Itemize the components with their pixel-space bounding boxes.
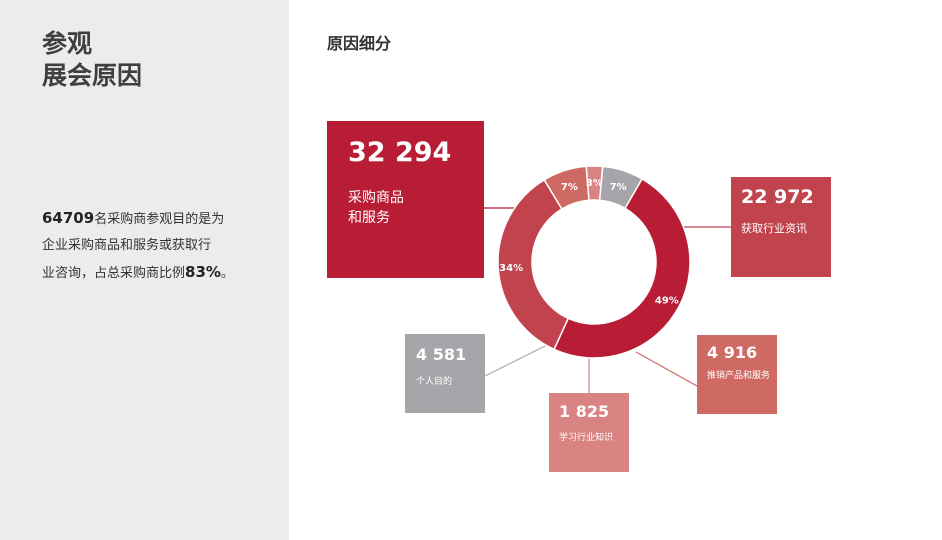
box-learn: 1 825 学习行业知识 bbox=[549, 393, 629, 472]
leader-promote bbox=[635, 351, 698, 387]
box-promote: 4 916 推销产品和服务 bbox=[697, 335, 777, 414]
page-title: 参观 展会原因 bbox=[42, 28, 142, 92]
value-personal: 4 581 bbox=[416, 345, 467, 364]
pct-purchase: 49% bbox=[655, 296, 679, 307]
label-learn: 学习行业知识 bbox=[559, 433, 614, 443]
page-title-line1: 参观 bbox=[42, 29, 93, 58]
slice-personal bbox=[598, 165, 644, 210]
value-purchase: 32 294 bbox=[348, 137, 452, 168]
summary-line2: 企业采购商品和服务或获取行 bbox=[42, 238, 212, 253]
leader-personal bbox=[484, 341, 554, 377]
value-promote: 4 916 bbox=[707, 343, 758, 362]
label-industry-info: 获取行业资讯 bbox=[741, 222, 807, 235]
value-industry-info: 22 972 bbox=[741, 186, 814, 208]
section-title: 原因细分 bbox=[327, 34, 392, 53]
pct-learn: 3% bbox=[586, 178, 603, 189]
summary-text: 64709名采购商参观目的是为 企业采购商品和服务或获取行 业咨询，占总采购商比… bbox=[42, 205, 282, 287]
pct-industry-info: 34% bbox=[499, 263, 523, 274]
box-purchase: 32 294 采购商品 和服务 bbox=[327, 121, 484, 278]
pct-personal: 7% bbox=[610, 182, 627, 193]
summary-end: 。 bbox=[220, 266, 234, 281]
page-title-line2: 展会原因 bbox=[42, 61, 143, 90]
summary-line3: 业咨询，占总采购商比例 bbox=[42, 266, 186, 281]
label-purchase-line2: 和服务 bbox=[348, 210, 390, 226]
slice-purchase bbox=[553, 177, 691, 359]
label-purchase-line1: 采购商品 bbox=[348, 190, 404, 206]
label-personal: 个人目的 bbox=[416, 377, 453, 387]
box-industry-info: 22 972 获取行业资讯 bbox=[731, 177, 831, 277]
label-promote: 推销产品和服务 bbox=[707, 371, 771, 381]
pct-promote: 7% bbox=[561, 182, 578, 193]
box-personal: 4 581 个人目的 bbox=[405, 334, 485, 413]
slice-industry-info bbox=[497, 178, 570, 351]
value-learn: 1 825 bbox=[559, 402, 610, 421]
summary-percent: 83% bbox=[185, 263, 221, 281]
sidebar: 参观 展会原因 64709名采购商参观目的是为 企业采购商品和服务或获取行 业咨… bbox=[0, 0, 289, 540]
summary-count: 64709 bbox=[42, 209, 95, 227]
summary-line1: 名采购商参观目的是为 bbox=[94, 212, 225, 227]
